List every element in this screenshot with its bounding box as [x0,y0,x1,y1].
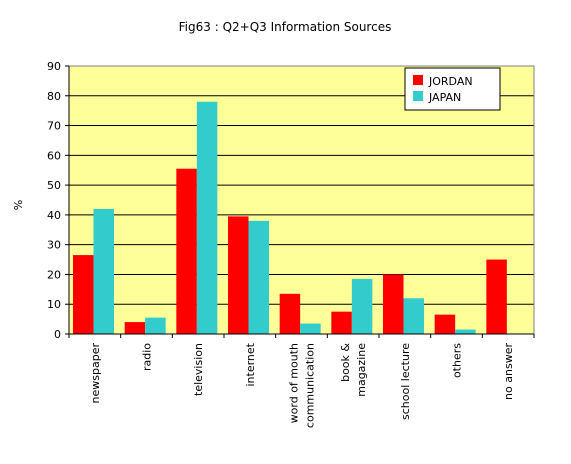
x-tick-label-group: school lecture [399,343,412,420]
bar-japan-5 [351,278,373,334]
x-tick-label: magazine [355,343,368,397]
x-tick-label: no answer [502,343,515,400]
x-tick-label: word of mouth [288,343,301,423]
bar-jordan-0 [73,255,94,334]
bar-japan-3 [248,220,269,334]
bar-jordan-4 [279,293,301,334]
x-tick-label-group: television [192,343,205,396]
x-tick-label: book & [339,343,352,382]
y-tick-label: 40 [47,209,61,222]
y-tick-label: 70 [47,120,61,133]
x-tick-label: newspaper [89,343,102,404]
bar-japan-4 [300,323,321,334]
bar-japan-6 [403,298,424,334]
chart-title: Fig63 : Q2+Q3 Information Sources [179,20,392,34]
y-tick-label: 10 [47,298,61,311]
plot-area [69,66,534,334]
bar-japan-1 [145,317,166,334]
x-tick-label-group: word of mouth communication [288,343,317,428]
bar-japan-0 [93,208,114,334]
legend-swatch-jordan [413,75,423,85]
x-tick-label: television [192,343,205,396]
y-tick-label: 20 [47,268,61,281]
bar-jordan-1 [124,322,146,334]
x-tick-label: communication [304,343,317,428]
y-tick-label: 80 [47,90,61,103]
bar-jordan-3 [228,216,249,334]
bar-jordan-2 [176,168,197,334]
y-tick-label: 60 [47,149,61,162]
x-tick-label-group: newspaper [89,343,102,404]
legend: JORDAN JAPAN [404,67,501,111]
y-axis-label: % [12,200,25,210]
bar-japan-7 [455,329,476,334]
y-tick-label: 30 [47,239,61,252]
legend-swatch-japan [413,91,423,101]
x-tick-label-group: radio [141,343,154,371]
y-tick-label: 90 [47,60,61,73]
bar-jordan-5 [331,311,352,334]
legend-label-jordan: JORDAN [428,75,473,88]
y-tick-label: 50 [47,179,61,192]
bar-jordan-8 [486,259,507,334]
x-tick-label: radio [141,343,154,371]
bar-jordan-7 [434,314,456,334]
legend-label-japan: JAPAN [428,91,461,104]
bar-japan-2 [196,101,218,334]
x-tick-label: school lecture [399,343,412,420]
x-tick-label-group: no answer [502,343,515,400]
x-tick-label: internet [244,342,257,386]
bar-jordan-6 [383,274,404,334]
x-tick-label-group: internet [244,342,257,386]
x-tick-label: others [451,343,464,378]
x-tick-label-group: book & magazine [339,343,368,397]
x-tick-label-group: others [451,343,464,378]
y-tick-label: 0 [54,328,61,341]
